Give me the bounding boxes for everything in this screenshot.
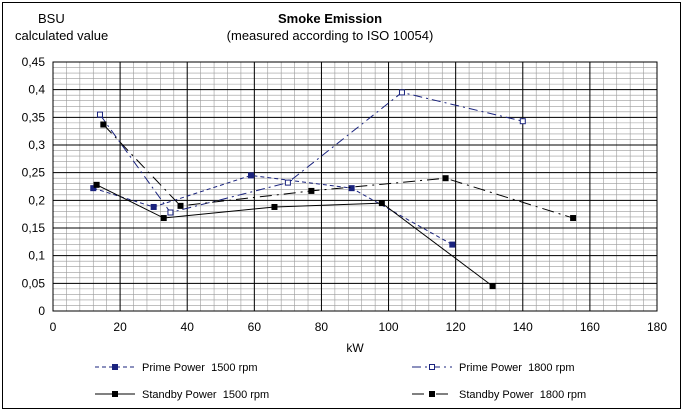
data-point [442, 175, 449, 182]
data-point [449, 241, 456, 248]
legend-item: Prime Power 1500 rpm [95, 362, 258, 374]
legend-item: Standby Power 1800 rpm [412, 389, 586, 401]
legend-swatch-marker [429, 364, 435, 370]
legend-swatch-marker [112, 391, 118, 397]
x-tick-label: 100 [379, 320, 399, 334]
y-tick-label: 0,3 [28, 138, 45, 152]
legend-swatch-marker [429, 391, 435, 397]
y-tick-label: 0,05 [22, 276, 46, 290]
x-tick-label: 140 [513, 320, 533, 334]
data-point [150, 203, 157, 210]
data-point [378, 200, 385, 207]
data-point [90, 185, 97, 192]
y-tick-label: 0,45 [22, 55, 46, 69]
legend-item: Prime Power 1800 rpm [412, 362, 575, 374]
y-tick-label: 0,15 [22, 221, 46, 235]
data-point [167, 209, 174, 216]
legend-label: Prime Power 1800 rpm [459, 362, 575, 374]
data-point [489, 283, 496, 290]
data-point [100, 121, 107, 128]
x-tick-label: 60 [248, 320, 262, 334]
y-tick-label: 0,1 [28, 249, 45, 263]
legend-item: Standby Power 1500 rpm [95, 389, 269, 401]
x-tick-label: 180 [647, 320, 667, 334]
plot-border [52, 61, 658, 312]
data-point [93, 181, 100, 188]
y-tick-label: 0,25 [22, 166, 46, 180]
data-point [247, 172, 254, 179]
x-tick-label: 160 [580, 320, 600, 334]
series-1 [90, 172, 456, 248]
data-point [271, 203, 278, 210]
y-axis-label-line2: calculated value [15, 28, 109, 43]
data-point [160, 215, 167, 222]
data-point [348, 185, 355, 192]
chart-frame [2, 2, 681, 409]
x-tick-label: 80 [315, 320, 329, 334]
x-tick-label: 0 [50, 320, 57, 334]
x-axis-label: kW [346, 341, 364, 355]
chart-title: Smoke Emission [277, 11, 383, 26]
data-point [177, 202, 184, 209]
series-2 [96, 89, 526, 216]
legend-label: Standby Power 1800 rpm [459, 389, 586, 401]
y-tick-label: 0,4 [28, 83, 45, 97]
x-tick-label: 20 [113, 320, 127, 334]
y-tick-label: 0,2 [28, 193, 45, 207]
data-point [308, 187, 315, 194]
series-4 [100, 121, 577, 222]
chart-subtitle: (measured according to ISO 10054) [226, 28, 434, 43]
y-tick-label: 0 [38, 304, 45, 318]
data-point [398, 89, 405, 96]
legend-swatch-marker [112, 364, 118, 370]
series-3 [93, 181, 496, 290]
data-point [284, 179, 291, 186]
series-line [93, 174, 453, 246]
y-axis-label-line1: BSU [38, 11, 65, 26]
data-point [519, 118, 526, 125]
legend-label: Prime Power 1500 rpm [142, 362, 258, 374]
data-point [96, 111, 103, 118]
plot-area [53, 62, 657, 311]
x-tick-label: 40 [181, 320, 195, 334]
x-tick-label: 120 [446, 320, 466, 334]
legend-label: Standby Power 1500 rpm [142, 389, 269, 401]
data-point [570, 215, 577, 222]
y-tick-label: 0,35 [22, 110, 46, 124]
